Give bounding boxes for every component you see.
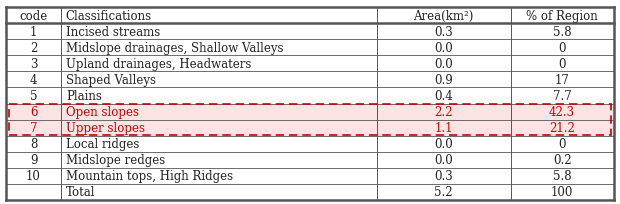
Text: Classifications: Classifications xyxy=(66,10,152,23)
Text: 4: 4 xyxy=(30,74,37,86)
Text: 3: 3 xyxy=(30,58,37,71)
Text: 6: 6 xyxy=(30,105,37,119)
Text: 2: 2 xyxy=(30,42,37,55)
Text: 8: 8 xyxy=(30,137,37,151)
Text: 5: 5 xyxy=(30,90,37,103)
Text: Local ridges: Local ridges xyxy=(66,137,140,151)
Text: 42.3: 42.3 xyxy=(549,105,575,119)
Text: 1.1: 1.1 xyxy=(435,122,453,134)
Text: code: code xyxy=(19,10,48,23)
Text: 5.2: 5.2 xyxy=(435,185,453,198)
Text: 10: 10 xyxy=(26,170,41,182)
Text: Midslope redges: Midslope redges xyxy=(66,153,165,166)
Text: 9: 9 xyxy=(30,153,37,166)
Text: 0.0: 0.0 xyxy=(434,153,453,166)
Text: 0: 0 xyxy=(559,42,566,55)
Text: 100: 100 xyxy=(551,185,574,198)
Text: Midslope drainages, Shallow Valleys: Midslope drainages, Shallow Valleys xyxy=(66,42,283,55)
Text: 0: 0 xyxy=(559,58,566,71)
FancyBboxPatch shape xyxy=(6,104,614,120)
Text: 7.7: 7.7 xyxy=(553,90,572,103)
Text: Upper slopes: Upper slopes xyxy=(66,122,145,134)
Text: Mountain tops, High Ridges: Mountain tops, High Ridges xyxy=(66,170,233,182)
Text: 1: 1 xyxy=(30,26,37,39)
Text: 0.3: 0.3 xyxy=(434,26,453,39)
Text: Area(km²): Area(km²) xyxy=(414,10,474,23)
Text: 0.0: 0.0 xyxy=(434,58,453,71)
Text: Upland drainages, Headwaters: Upland drainages, Headwaters xyxy=(66,58,251,71)
Text: 2.2: 2.2 xyxy=(435,105,453,119)
Text: Shaped Valleys: Shaped Valleys xyxy=(66,74,156,86)
Text: 0.0: 0.0 xyxy=(434,137,453,151)
Text: 0.4: 0.4 xyxy=(434,90,453,103)
Text: Incised streams: Incised streams xyxy=(66,26,160,39)
Text: 0.0: 0.0 xyxy=(434,42,453,55)
Text: % of Region: % of Region xyxy=(526,10,598,23)
Text: 5.8: 5.8 xyxy=(553,26,572,39)
Text: 0.3: 0.3 xyxy=(434,170,453,182)
Text: 0.9: 0.9 xyxy=(434,74,453,86)
Text: 17: 17 xyxy=(555,74,570,86)
Text: Total: Total xyxy=(66,185,95,198)
Text: 0.2: 0.2 xyxy=(553,153,572,166)
Text: 21.2: 21.2 xyxy=(549,122,575,134)
Text: Plains: Plains xyxy=(66,90,102,103)
Text: 5.8: 5.8 xyxy=(553,170,572,182)
Text: Open slopes: Open slopes xyxy=(66,105,139,119)
Text: 7: 7 xyxy=(30,122,37,134)
FancyBboxPatch shape xyxy=(6,120,614,136)
Text: 0: 0 xyxy=(559,137,566,151)
